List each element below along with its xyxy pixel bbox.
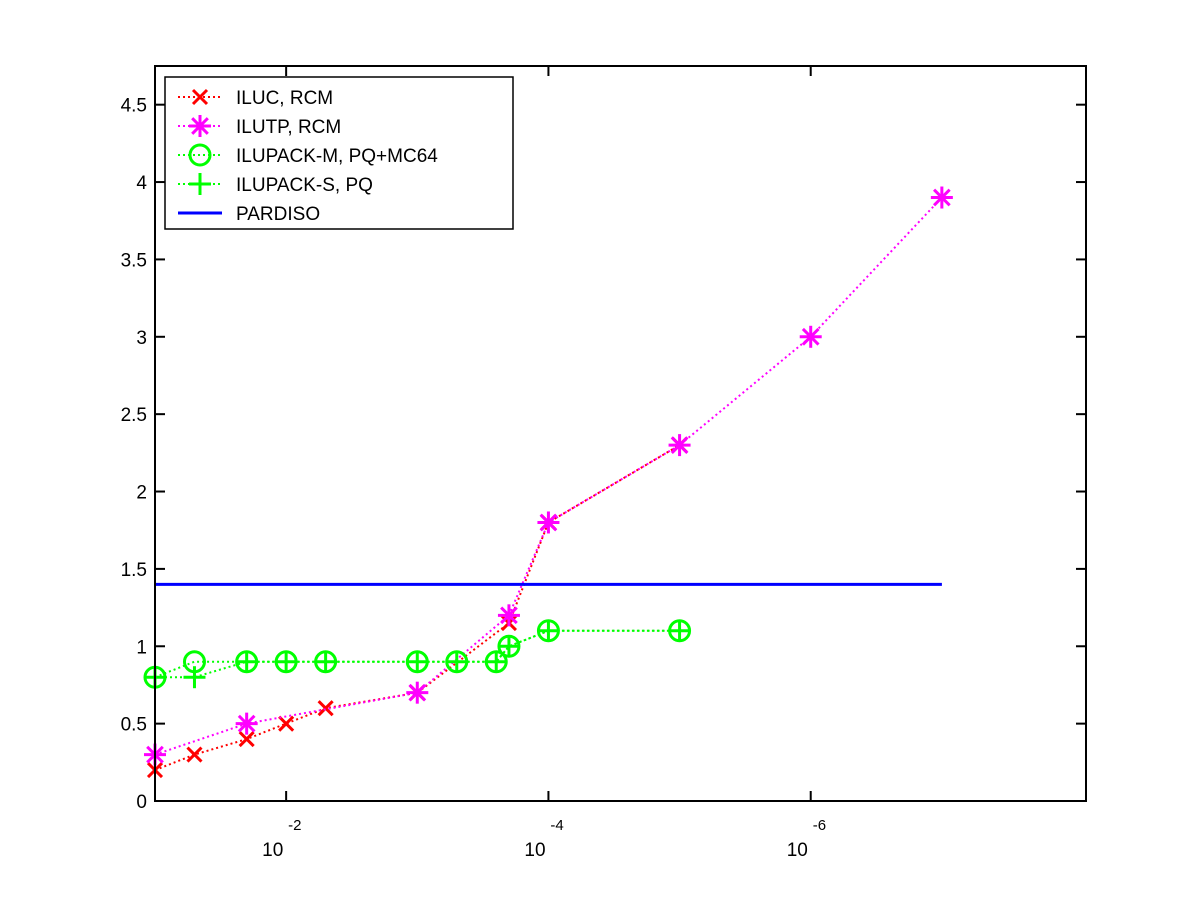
data-point-ilupack-s-pq-5 (406, 650, 429, 673)
legend-label-ilutp-rcm: ILUTP, RCM (236, 117, 341, 138)
data-point-iluc-rcm-3 (278, 715, 295, 732)
plot-area (143, 186, 953, 779)
legend-label-pardiso: PARDISO (236, 204, 320, 225)
y-tick-label: 2 (136, 483, 147, 504)
series-line-ilutp-rcm (154, 196, 943, 756)
y-tick-label: 1.5 (121, 560, 147, 581)
data-point-ilutp-rcm-2 (406, 681, 429, 704)
series-ilupack-s-pq (144, 619, 691, 689)
data-point-iluc-rcm-2 (238, 731, 255, 748)
x-tick-label-exponent: -6 (813, 817, 826, 834)
legend-entry-iluc-rcm: ILUC, RCM (178, 88, 333, 109)
marker-stroke (278, 715, 295, 732)
marker-stroke (237, 714, 256, 733)
x-tick-label-exponent: -4 (550, 817, 563, 834)
data-point-ilutp-rcm-5 (668, 434, 691, 457)
legend-entry-pardiso: PARDISO (178, 204, 320, 225)
y-tick-label: 3.5 (121, 250, 147, 271)
marker-stroke (238, 731, 255, 748)
marker-stroke (801, 327, 820, 346)
axes: 0 0.5 1 1.5 2 2.5 3 3.5 4 4.5 10 -2 10 -4 10 -6 (121, 65, 1087, 861)
data-point-ilupack-s-pq-4 (314, 650, 337, 673)
axes-frame (154, 65, 1087, 802)
y-tick-label: 0.5 (121, 715, 147, 736)
y-tick-label: 0 (136, 792, 147, 813)
legend-marker-ilupack-s-pq (189, 173, 211, 195)
legend-entry-ilupack-s-pq: ILUPACK-S, PQ (178, 173, 373, 196)
data-point-ilutp-rcm-3 (497, 604, 520, 627)
marker-stroke (191, 117, 209, 135)
x-tick-label-exponent: -2 (288, 817, 301, 834)
legend-marker-ilutp-rcm (189, 115, 211, 137)
marker-stroke (500, 606, 518, 625)
data-point-ilupack-s-pq-1 (183, 666, 206, 689)
data-point-iluc-rcm-4 (317, 700, 334, 717)
y-tick-label: 2.5 (121, 405, 147, 426)
marker-stroke (317, 700, 334, 717)
data-point-ilupack-s-pq-6 (445, 650, 468, 673)
legend-label-ilupack-m-pq-mc64: ILUPACK-M, PQ+MC64 (236, 146, 438, 167)
series-line-ilupack-s-pq (155, 629, 680, 679)
legend-label-ilupack-s-pq: ILUPACK-S, PQ (236, 175, 373, 196)
x-tick-label-base: 10 (262, 840, 283, 861)
y-tick-label: 4 (136, 173, 147, 194)
marker-stroke (188, 143, 212, 167)
marker-stroke (186, 746, 203, 763)
data-point-ilupack-s-pq-2 (235, 650, 258, 673)
x-tick-label-base: 10 (787, 840, 808, 861)
legend-label-iluc-rcm: ILUC, RCM (236, 88, 333, 109)
data-point-iluc-rcm-1 (186, 746, 203, 763)
data-point-ilutp-rcm-7 (930, 186, 953, 209)
legend-marker-ilupack-m-pq-mc64 (188, 143, 212, 167)
y-tick-label: 1 (136, 637, 147, 658)
legend-entry-ilutp-rcm: ILUTP, RCM (178, 115, 341, 138)
marker-stroke (408, 683, 427, 702)
marker-stroke (932, 188, 951, 207)
y-tick-label: 3 (136, 328, 147, 349)
data-point-ilutp-rcm-4 (537, 511, 560, 534)
data-point-ilutp-rcm-6 (799, 325, 822, 348)
legend-entry-ilupack-m-pq-mc64: ILUPACK-M, PQ+MC64 (178, 143, 438, 167)
legend-box (164, 76, 514, 230)
data-point-ilupack-s-pq-9 (537, 619, 560, 642)
data-point-ilupack-s-pq-8 (497, 635, 520, 658)
legend-marker-iluc-rcm (191, 88, 209, 106)
marker-stroke (539, 513, 558, 532)
data-point-ilutp-rcm-1 (235, 712, 258, 735)
marker-stroke (670, 436, 689, 454)
legend: ILUC, RCM ILUTP, RCM ILUPACK-M, PQ+MC64 ILU… (164, 76, 514, 230)
x-tick-label-base: 10 (524, 840, 545, 861)
data-point-ilupack-s-pq-3 (275, 650, 298, 673)
data-point-ilupack-s-pq-10 (668, 619, 691, 642)
y-tick-label: 4.5 (121, 96, 147, 117)
marker-stroke (191, 88, 209, 106)
data-point-ilupack-s-pq-7 (485, 650, 508, 673)
